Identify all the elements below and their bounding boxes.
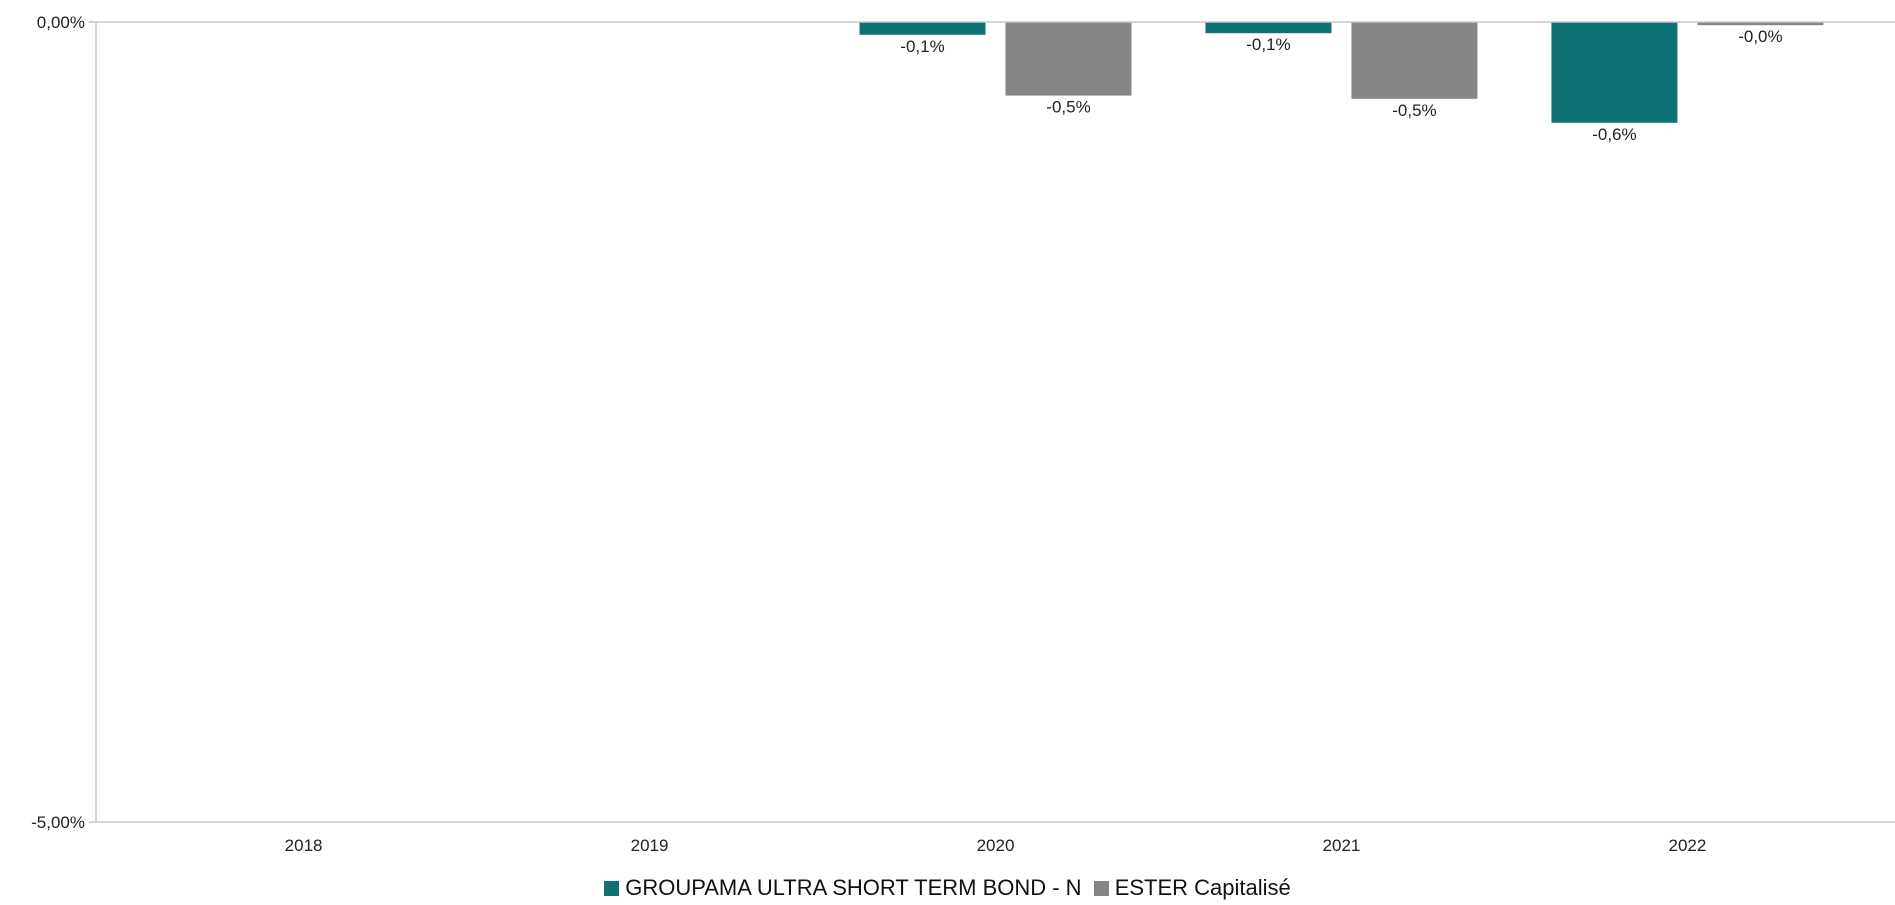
bar-groupama-2021 [1205,22,1332,34]
bar-ester-2021 [1351,22,1478,99]
legend-item-ester: ESTER Capitalisé [1093,875,1291,901]
y-axis-ticks: 0,00% -5,00% [31,13,96,832]
legend-swatch-ester [1093,881,1109,896]
data-label-groupama-2020: -0,1% [900,37,944,56]
data-label-ester-2021: -0,5% [1392,101,1436,120]
x-tick-label: 2019 [631,836,669,855]
x-axis-ticks: 2018 2019 2020 2021 2022 [285,836,1707,855]
legend: GROUPAMA ULTRA SHORT TERM BOND - N ESTER… [0,875,1895,901]
x-tick-label: 2022 [1669,836,1707,855]
data-label-groupama-2022: -0,6% [1592,125,1636,144]
x-tick-label: 2018 [285,836,323,855]
bar-ester-2022 [1697,22,1824,26]
bar-ester-2020 [1005,22,1132,96]
x-tick-label: 2020 [977,836,1015,855]
data-label-ester-2020: -0,5% [1046,98,1090,117]
bars-layer [859,22,1824,123]
data-labels: -0,1% -0,5% -0,1% -0,5% -0,6% -0,0% [900,27,1782,144]
legend-swatch-groupama [604,881,620,896]
data-label-ester-2022: -0,0% [1738,27,1782,46]
legend-label-ester: ESTER Capitalisé [1114,875,1291,900]
y-tick-label: 0,00% [37,13,85,32]
bar-groupama-2020 [859,22,986,35]
x-tick-label: 2021 [1323,836,1361,855]
data-label-groupama-2021: -0,1% [1246,35,1290,54]
bar-groupama-2022 [1551,22,1678,123]
legend-item-groupama: GROUPAMA ULTRA SHORT TERM BOND - N [604,875,1082,901]
legend-label-groupama: GROUPAMA ULTRA SHORT TERM BOND - N [625,875,1082,900]
y-tick-label: -5,00% [31,813,85,832]
